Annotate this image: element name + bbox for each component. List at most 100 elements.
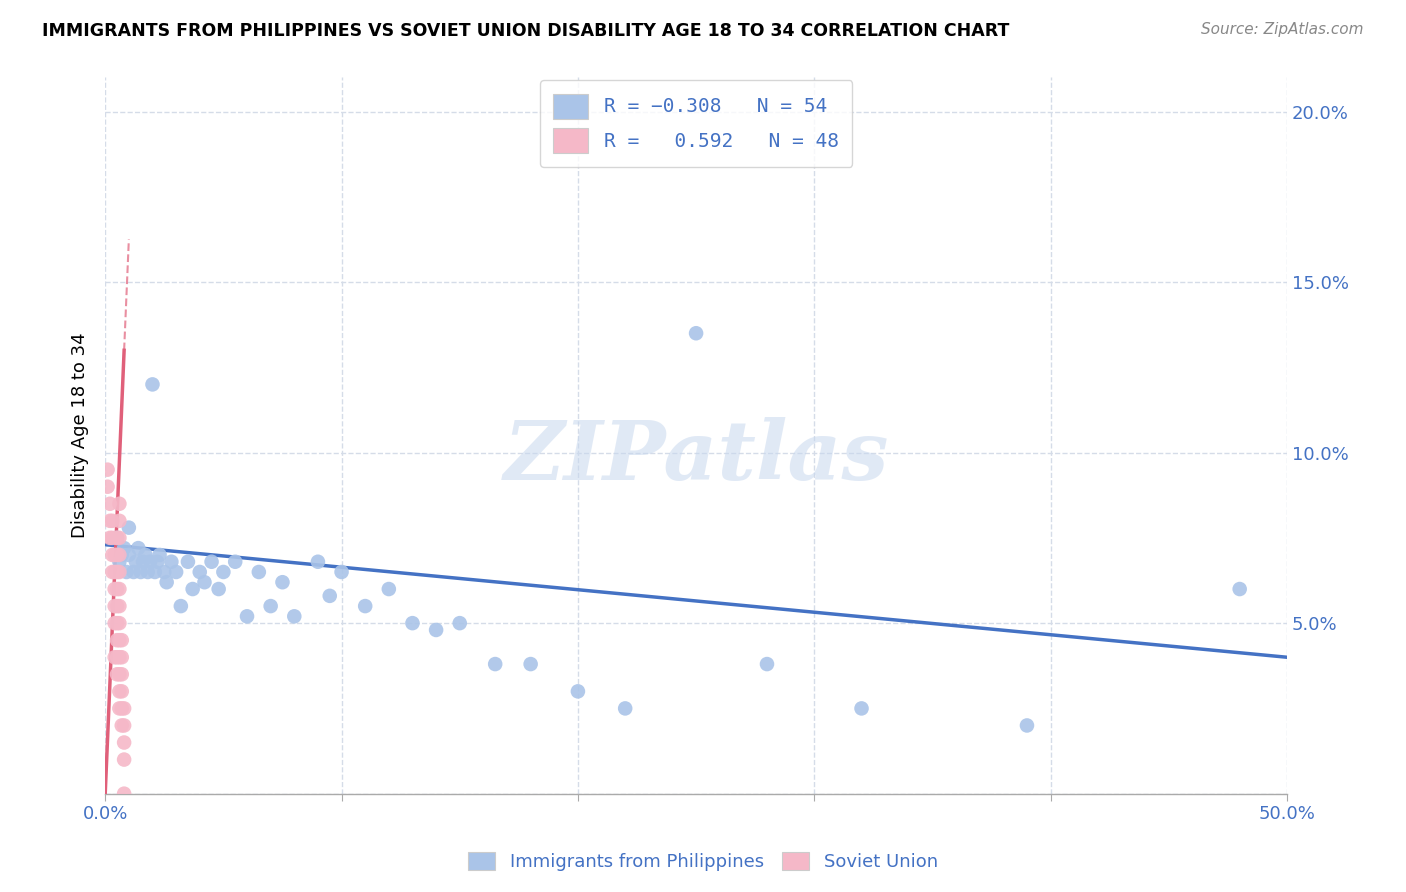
Point bbox=[136, 565, 159, 579]
Point bbox=[165, 565, 187, 579]
Point bbox=[125, 555, 148, 569]
Point bbox=[236, 609, 259, 624]
Point bbox=[111, 684, 134, 698]
Point bbox=[108, 667, 131, 681]
Point bbox=[177, 555, 200, 569]
Point bbox=[108, 548, 131, 562]
Point bbox=[108, 616, 131, 631]
Point bbox=[208, 582, 231, 596]
Point bbox=[101, 565, 124, 579]
Point bbox=[105, 582, 128, 596]
Point bbox=[170, 599, 193, 613]
Point bbox=[160, 555, 183, 569]
Point bbox=[108, 531, 131, 545]
Point bbox=[129, 565, 152, 579]
Legend: R = −0.308   N = 54, R =   0.592   N = 48: R = −0.308 N = 54, R = 0.592 N = 48 bbox=[540, 80, 852, 167]
Point bbox=[112, 718, 135, 732]
Point bbox=[101, 548, 124, 562]
Point bbox=[112, 753, 135, 767]
Text: ZIPatlas: ZIPatlas bbox=[503, 417, 889, 497]
Point bbox=[247, 565, 270, 579]
Point bbox=[98, 514, 121, 528]
Point bbox=[378, 582, 401, 596]
Point bbox=[105, 531, 128, 545]
Point bbox=[519, 657, 541, 671]
Point bbox=[105, 633, 128, 648]
Point bbox=[271, 575, 294, 590]
Point bbox=[105, 531, 128, 545]
Point bbox=[260, 599, 283, 613]
Point bbox=[108, 565, 131, 579]
Point bbox=[104, 565, 127, 579]
Point bbox=[148, 548, 170, 562]
Point bbox=[141, 377, 163, 392]
Point bbox=[104, 599, 127, 613]
Point bbox=[111, 718, 134, 732]
Point bbox=[108, 701, 131, 715]
Point bbox=[112, 735, 135, 749]
Point bbox=[104, 616, 127, 631]
Point bbox=[153, 565, 176, 579]
Point bbox=[425, 623, 447, 637]
Point bbox=[188, 565, 211, 579]
Point bbox=[111, 633, 134, 648]
Point bbox=[97, 463, 120, 477]
Point bbox=[685, 326, 707, 341]
Text: Source: ZipAtlas.com: Source: ZipAtlas.com bbox=[1201, 22, 1364, 37]
Point bbox=[193, 575, 215, 590]
Point bbox=[181, 582, 204, 596]
Point bbox=[104, 548, 127, 562]
Point bbox=[108, 650, 131, 665]
Point bbox=[1015, 718, 1038, 732]
Point bbox=[111, 548, 134, 562]
Point bbox=[105, 599, 128, 613]
Point bbox=[105, 548, 128, 562]
Point bbox=[134, 548, 156, 562]
Point bbox=[156, 575, 179, 590]
Point bbox=[98, 531, 121, 545]
Point bbox=[104, 582, 127, 596]
Point bbox=[108, 497, 131, 511]
Point bbox=[122, 565, 145, 579]
Point bbox=[567, 684, 589, 698]
Point bbox=[108, 633, 131, 648]
Point bbox=[112, 701, 135, 715]
Point bbox=[132, 555, 155, 569]
Legend: Immigrants from Philippines, Soviet Union: Immigrants from Philippines, Soviet Unio… bbox=[461, 845, 945, 879]
Point bbox=[851, 701, 873, 715]
Point bbox=[139, 555, 162, 569]
Point bbox=[118, 521, 141, 535]
Point bbox=[108, 582, 131, 596]
Point bbox=[111, 667, 134, 681]
Point bbox=[146, 555, 169, 569]
Point bbox=[212, 565, 235, 579]
Point bbox=[101, 531, 124, 545]
Point bbox=[105, 616, 128, 631]
Point bbox=[143, 565, 166, 579]
Point bbox=[354, 599, 377, 613]
Point bbox=[283, 609, 305, 624]
Point bbox=[401, 616, 423, 631]
Point bbox=[101, 514, 124, 528]
Point bbox=[112, 541, 135, 555]
Point bbox=[108, 555, 131, 569]
Point bbox=[319, 589, 342, 603]
Point bbox=[97, 480, 120, 494]
Point bbox=[105, 667, 128, 681]
Point bbox=[756, 657, 779, 671]
Text: IMMIGRANTS FROM PHILIPPINES VS SOVIET UNION DISABILITY AGE 18 TO 34 CORRELATION : IMMIGRANTS FROM PHILIPPINES VS SOVIET UN… bbox=[42, 22, 1010, 40]
Point bbox=[98, 497, 121, 511]
Point bbox=[1229, 582, 1251, 596]
Point bbox=[127, 541, 149, 555]
Point bbox=[108, 514, 131, 528]
Point bbox=[111, 650, 134, 665]
Point bbox=[307, 555, 329, 569]
Point bbox=[484, 657, 506, 671]
Point bbox=[449, 616, 471, 631]
Point bbox=[105, 650, 128, 665]
Point bbox=[330, 565, 353, 579]
Point bbox=[105, 565, 128, 579]
Point bbox=[111, 701, 134, 715]
Y-axis label: Disability Age 18 to 34: Disability Age 18 to 34 bbox=[72, 333, 89, 539]
Point bbox=[108, 684, 131, 698]
